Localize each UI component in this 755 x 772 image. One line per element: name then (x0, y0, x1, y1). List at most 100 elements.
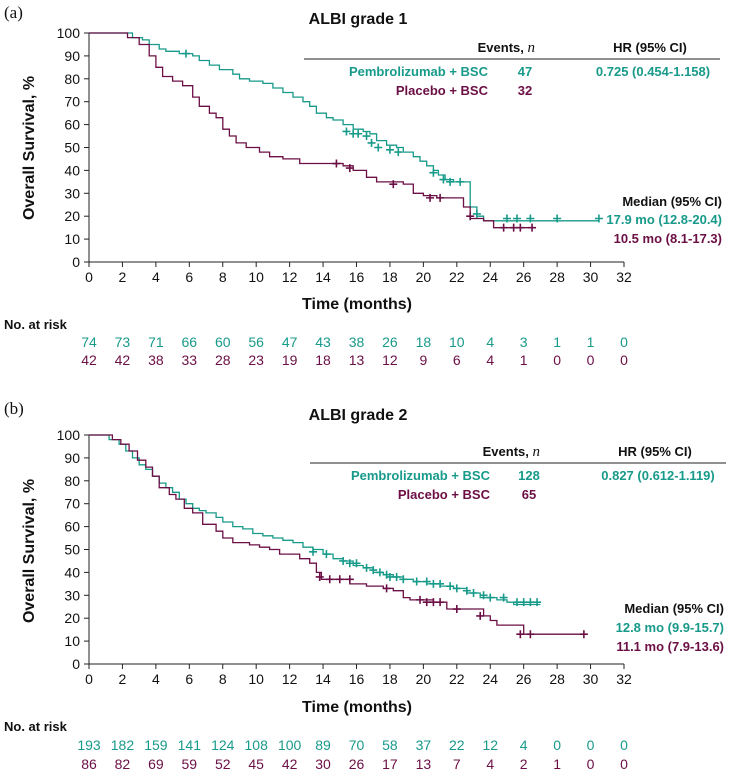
panel-b-pembro-censor-mark (533, 598, 542, 607)
panel-b-pembro-censor-mark (446, 582, 455, 591)
panel-b-y-tick-label: 80 (64, 473, 80, 489)
panel-a-y-tick-label: 50 (64, 140, 80, 156)
panel-a-risk-placebo-value: 18 (315, 352, 331, 368)
panel-a-risk-pembro-value: 74 (81, 334, 97, 350)
panel-a-risk-pembro-value: 1 (553, 334, 561, 350)
panel-a-risk-pembro-value: 60 (215, 334, 231, 350)
panel-a-y-tick-label: 20 (64, 208, 80, 224)
panel-b-x-tick-label: 18 (382, 671, 398, 687)
panel-b-placebo-censor-mark (315, 572, 324, 581)
panel-a-pembro-censor-mark (385, 145, 394, 154)
panel-a-risk-placebo-value: 42 (115, 352, 131, 368)
panel-b-y-tick-label: 20 (64, 610, 80, 626)
panel-b-pembro-censor-mark (339, 556, 348, 565)
panel-b-placebo-censor-mark (526, 630, 535, 639)
panel-b-x-axis-label: Time (months) (302, 699, 412, 716)
panel-b-y-tick-label: 100 (57, 427, 81, 443)
panel-b-median: Median (95% CI) 12.8 mo (9.9-15.7) 11.1 … (616, 601, 724, 654)
panel-a-pembro-censor-mark (502, 214, 511, 223)
panel-b-risk-pembro-value: 37 (416, 737, 432, 753)
panel-a-risk-placebo-value: 12 (382, 352, 398, 368)
panel-b-risk-pembro-value: 159 (144, 737, 168, 753)
panel-b-pembro-censor-mark (452, 584, 461, 593)
panel-a-placebo-censor-mark (389, 180, 398, 189)
panel-a-risk-pembro-value: 38 (349, 334, 365, 350)
panel-a-placebo-events: 32 (518, 83, 532, 98)
panel-b-risk-pembro-value: 0 (553, 737, 561, 753)
panel-a-placebo-censor-mark (332, 159, 341, 168)
panel-b-hr-header: HR (95% CI) (618, 444, 692, 459)
panel-b-risk-pembro-value: 12 (482, 737, 498, 753)
panel-a-pembro-censor-mark (446, 177, 455, 186)
panel-b-placebo-censor-mark (325, 575, 334, 584)
panel-b-pembro-events: 128 (518, 468, 540, 483)
panel-b-risk-pembro-value: 4 (520, 737, 528, 753)
panel-a-risk-pembro-value: 3 (520, 334, 528, 350)
panel-a-legend: Events, n HR (95% CI) Pembrolizumab + BS… (304, 40, 720, 98)
panel-b-placebo-censor-mark (436, 598, 445, 607)
panel-b-pembro-censor-mark (462, 586, 471, 595)
panel-b-risk-pembro-value: 0 (587, 737, 595, 753)
panel-b-risk-placebo-value: 52 (215, 756, 231, 772)
panel-b-x-tick-label: 12 (282, 671, 298, 687)
panel-b-risk-label: No. at risk (4, 719, 68, 734)
panel-b-pembro-censor-mark (369, 566, 378, 575)
panel-b-pembro-censor-mark (352, 559, 361, 568)
panel-b-risk-placebo-value: 69 (148, 756, 164, 772)
panel-b-placebo-censor-mark (429, 598, 438, 607)
panel-a-x-tick-label: 30 (583, 269, 599, 285)
panel-a-placebo-censor-mark (466, 212, 475, 221)
panel-a-pembro-censor-mark (367, 138, 376, 147)
panel-b-placebo-censor-mark (452, 605, 461, 614)
panel-a-y-tick-label: 90 (64, 48, 80, 64)
panel-b-pembro-censor-mark (469, 589, 478, 598)
panel-a-y-tick-label: 70 (64, 94, 80, 110)
panel-a-y-tick-label: 10 (64, 231, 80, 247)
panel-b-hr-value: 0.827 (0.612-1.119) (601, 468, 714, 483)
panel-b-risk-placebo-value: 2 (520, 756, 528, 772)
panel-b-pembro-censor-mark (399, 575, 408, 584)
panel-a-y-tick-label: 100 (57, 25, 81, 41)
panel-b-pembro-censor-mark (345, 559, 354, 568)
panel-b-median-header: Median (95% CI) (624, 601, 724, 616)
panel-a-y-tick-label: 40 (64, 162, 80, 178)
panel-a-risk-pembro-value: 47 (282, 334, 298, 350)
panel-a-x-tick-label: 10 (248, 269, 264, 285)
panel-a-legend-placebo: Placebo + BSC (396, 83, 489, 98)
panel-a-letter: (a) (4, 3, 23, 22)
panel-b-y-tick-label: 70 (64, 496, 80, 512)
panel-a-risk-placebo-value: 9 (419, 352, 427, 368)
panel-b-median-pembro: 12.8 mo (9.9-15.7) (616, 620, 724, 635)
panel-a-risk-pembro-value: 0 (620, 334, 628, 350)
panel-b-placebo-censor-mark (382, 584, 391, 593)
panel-a-risk-placebo-value: 0 (587, 352, 595, 368)
panel-a-x-tick-label: 26 (516, 269, 532, 285)
panel-b-risk-placebo-value: 7 (453, 756, 461, 772)
panel-a-x-tick-label: 2 (119, 269, 127, 285)
panel-a-x-tick-label: 12 (282, 269, 298, 285)
panel-a-pembro-events: 47 (518, 64, 532, 79)
panel-a-median-pembro: 17.9 mo (12.8-20.4) (606, 212, 722, 227)
panel-a-placebo-censor-mark (516, 223, 525, 232)
panel-b-placebo-events: 65 (522, 487, 536, 502)
panel-a-risk-placebo-value: 28 (215, 352, 231, 368)
panel-b-pembro-censor-mark (375, 568, 384, 577)
panel-b-placebo-censor-mark (579, 630, 588, 639)
panel-a-median-placebo: 10.5 mo (8.1-17.3) (614, 231, 722, 246)
panel-a-placebo-censor-mark (436, 193, 445, 202)
panel-a-x-tick-label: 16 (349, 269, 365, 285)
panel-b-pembro-censor-mark (412, 577, 421, 586)
panel-a-risk-pembro-value: 18 (416, 334, 432, 350)
panel-b-y-tick-label: 60 (64, 519, 80, 535)
panel-a-pembro-censor-mark (362, 132, 371, 141)
panel-a-pembro-censor-mark (374, 143, 383, 152)
panel-b-x-tick-label: 26 (516, 671, 532, 687)
panel-a-median-header: Median (95% CI) (622, 194, 722, 209)
panel-a-hr-header: HR (95% CI) (613, 40, 687, 55)
panel-b-risk-pembro-value: 182 (111, 737, 135, 753)
panel-a-x-axis-label: Time (months) (302, 296, 412, 313)
panel-a-risk-table: 74 73 71 66 60 56 47 43 38 26 18 10 4 3 1 1 042 42 38 33 28 2… (81, 334, 628, 368)
panel-a-pembro-censor-mark (181, 49, 190, 58)
